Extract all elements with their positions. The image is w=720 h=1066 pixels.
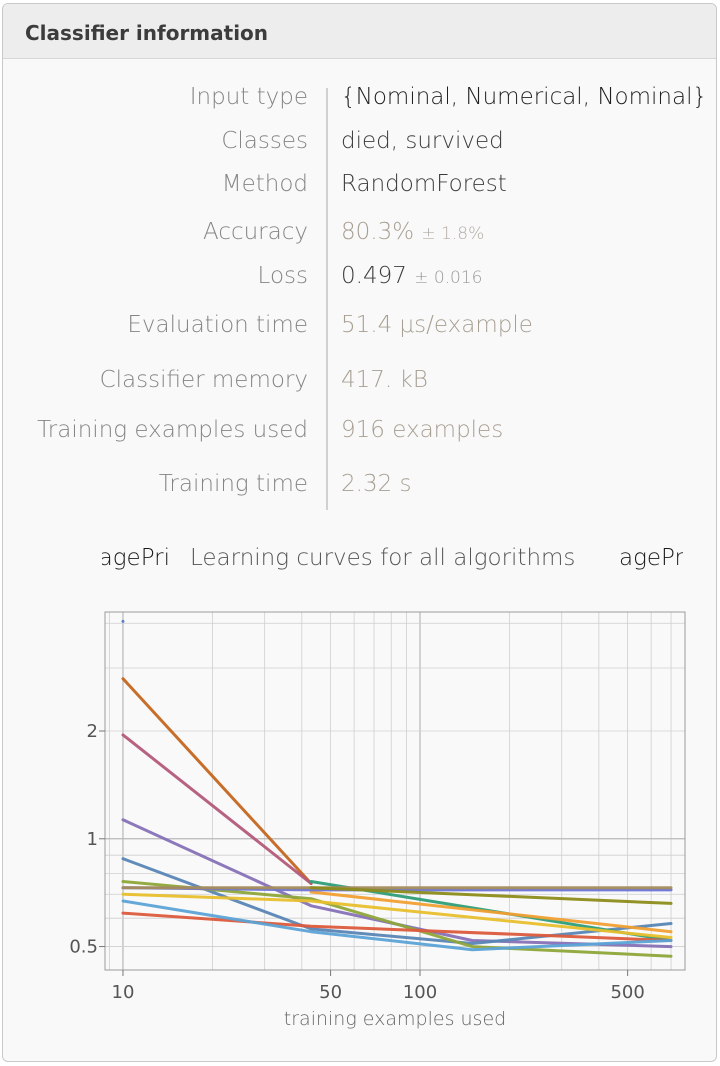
accuracy-error: ± 1.8% <box>421 224 485 244</box>
learning-curves-chart: 10 50 100 500 0.5 1 2 <box>69 611 686 1000</box>
row-loss: Loss 0.497 ± 0.016 <box>3 263 716 293</box>
series-line <box>121 911 673 942</box>
panel-header: Classifier information <box>3 4 716 59</box>
x-tick-label: 10 <box>112 982 135 1000</box>
value-training-examples: 916 examples <box>341 417 504 443</box>
series-line <box>121 857 673 945</box>
label-classifier-memory: Classifier memory <box>99 367 308 393</box>
series-line <box>121 677 313 885</box>
value-classes: died, survived <box>341 128 504 154</box>
row-classes: Classes died, survived <box>3 128 716 158</box>
series-line <box>121 892 673 939</box>
x-tick-label: 500 <box>610 982 644 1000</box>
plot-frame <box>104 611 686 971</box>
label-evaluation-time: Evaluation time <box>127 312 308 338</box>
label-accuracy: Accuracy <box>202 219 308 245</box>
chart-tab-next[interactable]: agePr <box>619 545 683 571</box>
y-tick-label: 1 <box>87 829 98 850</box>
loss-value: 0.497 <box>341 263 407 289</box>
accuracy-value: 80.3% <box>341 219 415 245</box>
loss-error: ± 0.016 <box>414 268 483 288</box>
label-classes: Classes <box>221 128 308 154</box>
value-accuracy: 80.3% ± 1.8% <box>341 219 484 245</box>
value-input-type: {Nominal, Numerical, Nominal} <box>341 84 708 110</box>
divider <box>326 88 328 510</box>
series-line <box>121 733 313 885</box>
value-evaluation-time: 51.4 μs/example <box>341 312 533 338</box>
label-method: Method <box>221 171 308 197</box>
series-line <box>309 890 673 934</box>
label-input-type: Input type <box>189 84 308 110</box>
panel-title: Classifier information <box>25 21 269 45</box>
value-loss: 0.497 ± 0.016 <box>341 263 483 289</box>
row-evaluation-time: Evaluation time 51.4 μs/example <box>3 312 716 342</box>
row-accuracy: Accuracy 80.3% ± 1.8% <box>3 219 716 249</box>
row-training-time: Training time 2.32 s <box>3 471 716 501</box>
x-tick-label: 50 <box>319 982 342 1000</box>
y-tick-label: 0.5 <box>69 937 98 958</box>
chart-title: Learning curves for all algorithms <box>190 545 576 571</box>
data-point <box>121 619 125 623</box>
value-classifier-memory: 417. kB <box>341 367 428 393</box>
row-classifier-memory: Classifier memory 417. kB <box>3 367 716 397</box>
y-tick-label: 2 <box>87 721 98 742</box>
row-input-type: Input type {Nominal, Numerical, Nominal} <box>3 84 716 114</box>
chart-tab-previous[interactable]: agePri <box>102 545 170 571</box>
series-line <box>121 899 673 952</box>
value-training-time: 2.32 s <box>341 471 412 497</box>
label-loss: Loss <box>257 263 308 289</box>
label-training-examples: Training examples used <box>37 417 308 443</box>
value-method: RandomForest <box>341 171 507 197</box>
x-axis-label: training examples used <box>283 1008 507 1030</box>
x-tick-label: 100 <box>403 982 437 1000</box>
row-training-examples: Training examples used 916 examples <box>3 417 716 447</box>
series-line <box>309 886 673 905</box>
row-method: Method RandomForest <box>3 171 716 201</box>
label-training-time: Training time <box>158 471 308 497</box>
